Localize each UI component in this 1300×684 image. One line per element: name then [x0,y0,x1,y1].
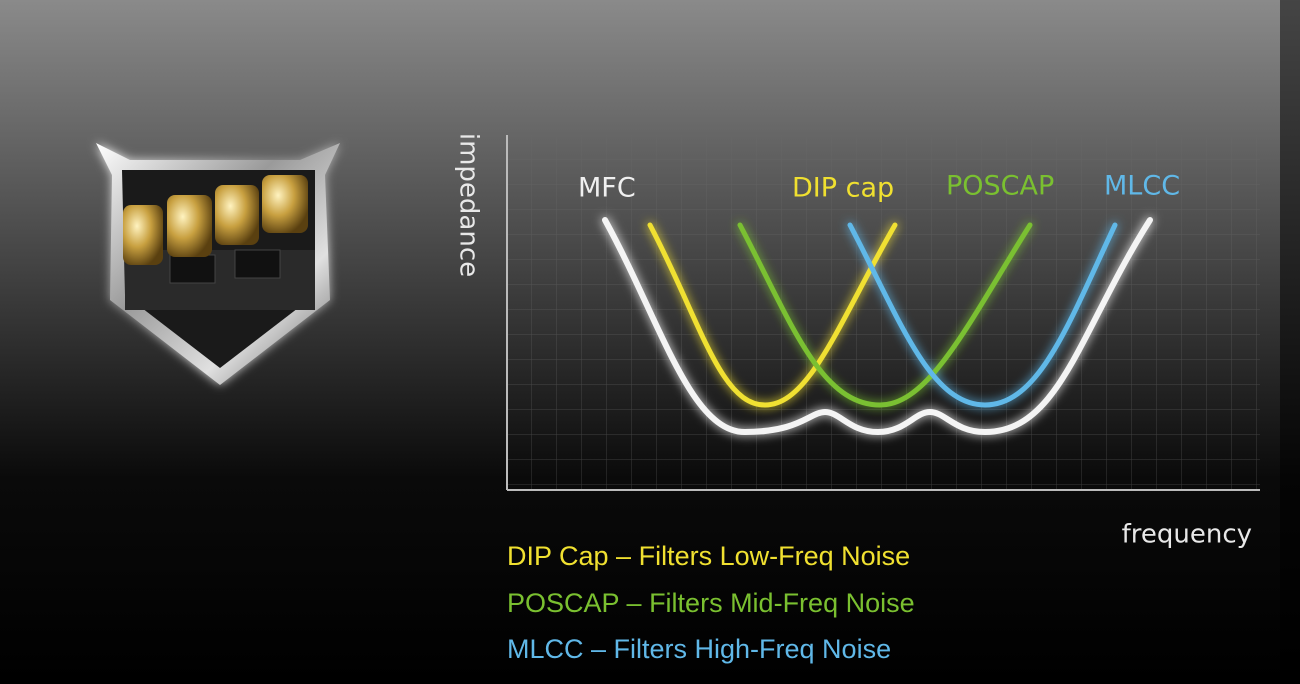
curve-label: DIP cap [792,173,894,204]
legend-item: DIP Cap – Filters Low-Freq Noise [507,541,910,571]
legend-item: POSCAP – Filters Mid-Freq Noise [507,588,915,618]
curve-label: POSCAP [946,171,1054,202]
mlcc-curve [847,222,1118,408]
dip-curve [647,222,898,408]
x-axis-label: frequency [1122,520,1252,550]
poscap-curve [737,222,1033,408]
legend-item: MLCC – Filters High-Freq Noise [507,634,891,664]
mfc-curve [602,217,1153,436]
edge [1280,0,1300,684]
y-axis-label: impedance [454,133,484,277]
shield-icon [96,143,340,385]
curve-label: MFC [578,173,636,204]
curve-label: MLCC [1104,171,1180,202]
